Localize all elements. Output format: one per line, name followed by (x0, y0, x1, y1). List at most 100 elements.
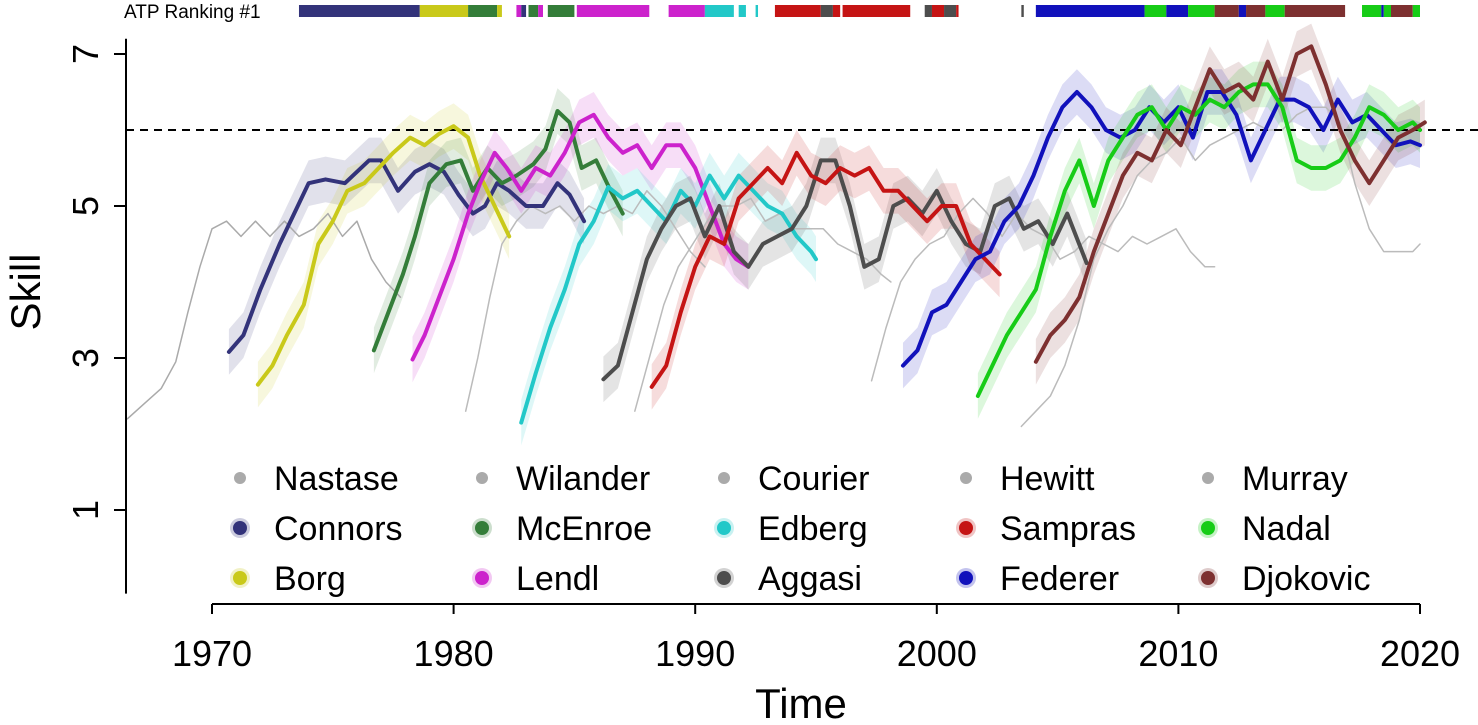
band-mcenroe (373, 88, 623, 374)
y-tick-label: 1 (65, 500, 106, 520)
ranking-segment-lendl (538, 5, 543, 17)
legend-marker-aggasi (717, 571, 731, 585)
legend-marker-edberg (717, 521, 731, 535)
ranking-segment-borg (497, 5, 502, 17)
legend-marker-nastase (234, 472, 246, 484)
legend-marker-federer (959, 571, 973, 585)
y-ticks: 1 3 5 7 (65, 44, 126, 520)
ranking-segment-sampras (832, 5, 841, 17)
series-line-djokovic (1033, 44, 1427, 364)
legend-label-courier: Courier (758, 460, 869, 498)
legend-marker-mcenroe (475, 521, 489, 535)
x-tick-label: 2020 (1380, 633, 1460, 674)
ranking-segment-aggasi (1021, 5, 1024, 17)
legend-label-borg: Borg (274, 560, 346, 598)
legend-label-sampras: Sampras (1000, 510, 1136, 548)
x-tick-label: 2010 (1138, 633, 1218, 674)
ranking-segment-federer (1381, 5, 1384, 17)
ranking-bar-label: ATP Ranking #1 (124, 2, 261, 23)
x-tick-label: 2000 (897, 633, 977, 674)
band-edberg (521, 152, 816, 446)
legend-marker-djokovic (1201, 571, 1215, 585)
series-line-murray (1020, 106, 1421, 428)
series-line-hewitt (870, 197, 1216, 382)
ranking-segment-sampras (842, 5, 911, 17)
legend-label-lendl: Lendl (516, 560, 599, 598)
series-line-borg (255, 124, 512, 387)
x-axis-title: Time (755, 680, 847, 725)
ranking-segment-edberg (738, 5, 746, 17)
band-nadal (977, 61, 1420, 419)
legend-label-mcenroe: McEnroe (516, 510, 652, 548)
legend: Nastase Connors Borg Wilander McEnroe Lendl Co… (230, 460, 1370, 598)
ranking-segment-djokovic (1214, 5, 1239, 17)
ranking-segment-mcenroe (547, 5, 575, 17)
legend-label-djokovic: Djokovic (1242, 560, 1370, 598)
ranking-segment-nadal (1188, 5, 1215, 17)
ranking-segment-federer (1238, 5, 1247, 17)
legend-background (215, 455, 1420, 605)
y-tick-label: 5 (65, 196, 106, 216)
ranking-segment-sampras (956, 5, 959, 17)
ranking-segment-lendl (516, 5, 522, 17)
series-line-edberg (519, 173, 818, 425)
x-tick-label: 1980 (414, 633, 494, 674)
legend-label-murray: Murray (1242, 460, 1348, 498)
ranking-segment-edberg (704, 5, 734, 17)
series-lines (226, 44, 1427, 425)
band-connors (228, 137, 585, 375)
ranking-segment-mcenroe (468, 5, 498, 17)
x-ticks: 1970 1980 1990 2000 2010 2020 (172, 604, 1460, 674)
series-line-federer (900, 90, 1422, 368)
series-line-sampras (649, 150, 1002, 389)
band-aggasi (603, 137, 1087, 403)
ranking-segment-lendl (576, 5, 650, 17)
legend-marker-borg (233, 571, 247, 585)
legend-label-connors: Connors (274, 510, 403, 548)
ranking-segment-aggasi (924, 5, 932, 17)
legend-marker-connors (233, 521, 247, 535)
ranking-segment-edberg (755, 5, 759, 17)
legend-marker-murray (1202, 472, 1214, 484)
legend-marker-wilander (476, 472, 488, 484)
legend-label-wilander: Wilander (516, 460, 650, 498)
axes: 1 3 5 7 1970 1980 1990 2000 2010 2020 Time Skill (2, 38, 1460, 725)
legend-marker-courier (718, 472, 730, 484)
series-line-nadal (975, 82, 1422, 398)
series-line-courier (634, 197, 892, 412)
ranking-segment-djokovic (1391, 5, 1413, 17)
ranking-segment-mcenroe (528, 5, 539, 17)
legend-label-federer: Federer (1000, 560, 1119, 598)
ranking-segment-federer (1166, 5, 1189, 17)
series-line-aggasi (601, 158, 1089, 382)
ranking-segment-nadal (1144, 5, 1167, 17)
y-tick-label: 3 (65, 348, 106, 368)
legend-label-nadal: Nadal (1242, 510, 1331, 548)
ranking-segment-nadal (1265, 5, 1285, 17)
legend-marker-sampras (959, 521, 973, 535)
legend-marker-hewitt (960, 472, 972, 484)
ranking-segment-sampras (774, 5, 821, 17)
x-tick-label: 1990 (655, 633, 735, 674)
legend-label-aggasi: Aggasi (758, 560, 862, 598)
series-line-lendl (410, 112, 751, 362)
ranking-segment-aggasi (944, 5, 957, 17)
y-tick-label: 7 (65, 44, 106, 64)
ranking-segment-federer (1035, 5, 1145, 17)
ranking-segment-borg (419, 5, 469, 17)
ranking-segment-nadal (1362, 5, 1382, 17)
y-axis-title: Skill (2, 253, 49, 330)
ranking-segment-djokovic (1284, 5, 1346, 17)
legend-marker-nadal (1201, 521, 1215, 535)
ranking-segment-sampras (931, 5, 945, 17)
ranking-segment-nadal (1412, 5, 1420, 17)
series-line-mcenroe (371, 109, 625, 353)
band-lendl (412, 92, 749, 383)
legend-marker-lendl (475, 571, 489, 585)
ranking-segment-djokovic (1246, 5, 1266, 17)
ranking-segment-connors (521, 5, 527, 17)
x-tick-label: 1970 (172, 633, 252, 674)
legend-label-edberg: Edberg (758, 510, 868, 548)
ranking-segment-aggasi (820, 5, 833, 17)
